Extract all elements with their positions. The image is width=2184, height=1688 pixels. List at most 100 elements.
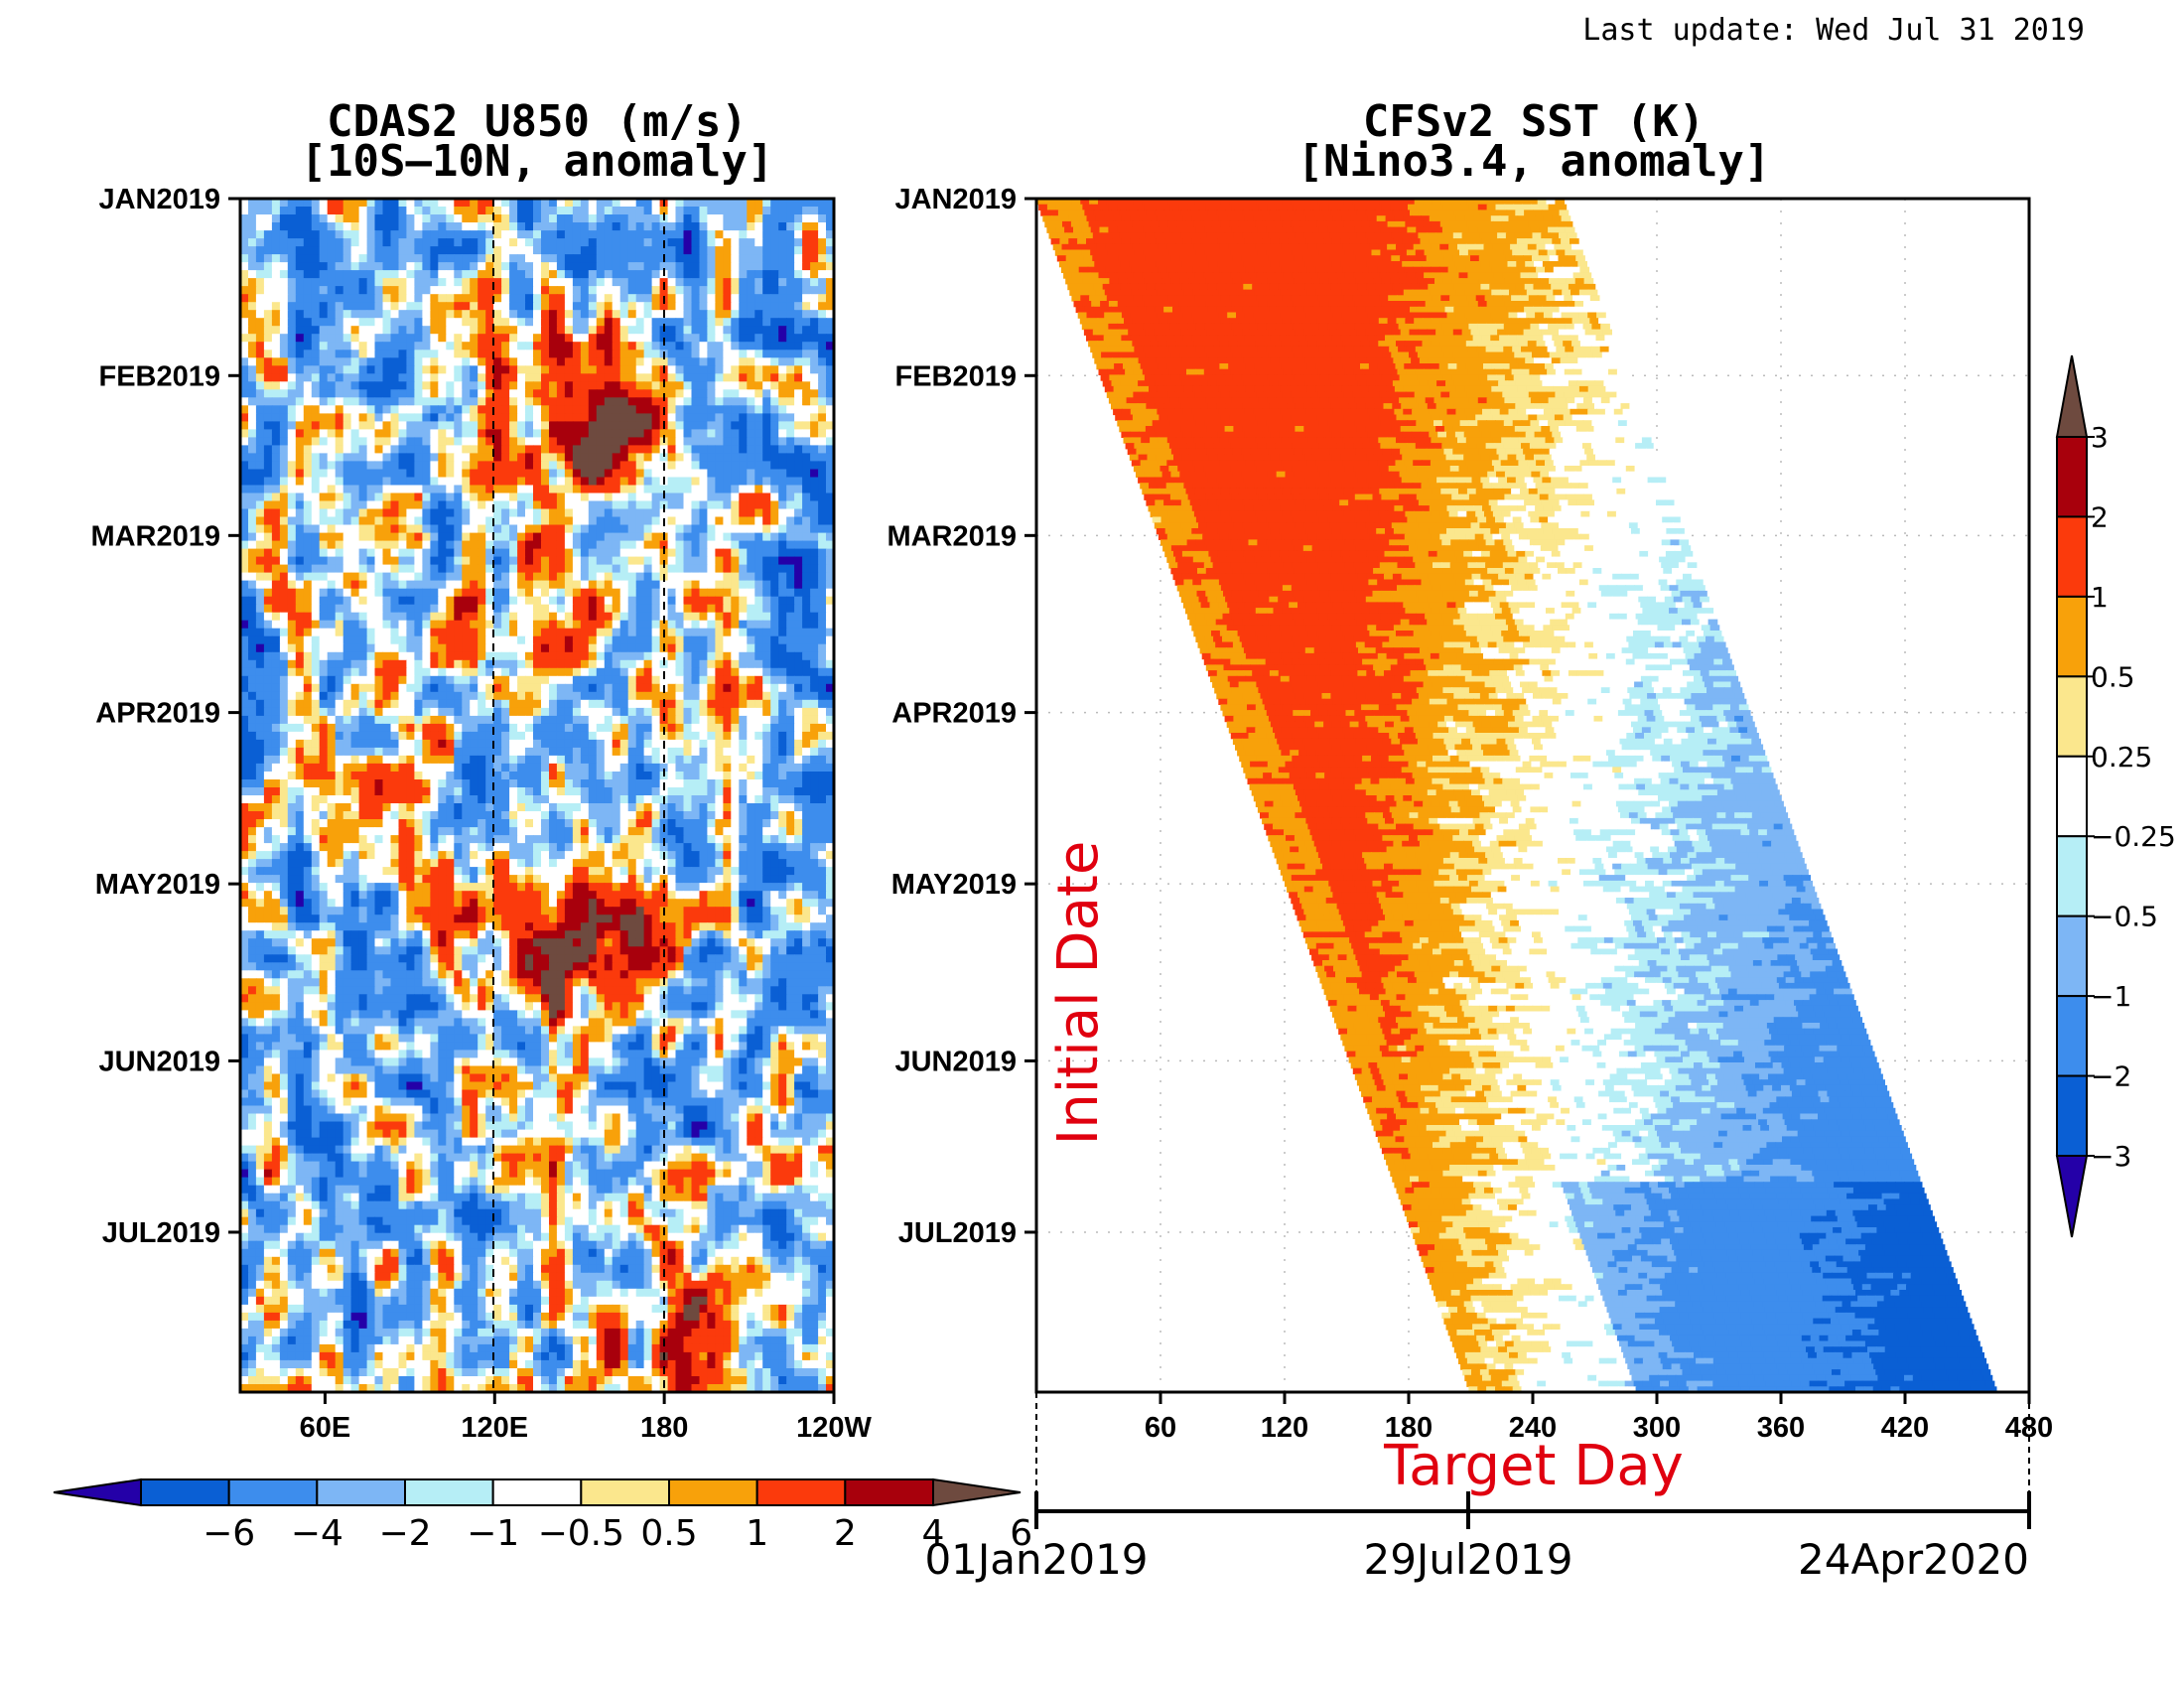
heat-cell <box>739 485 748 494</box>
heat-cell <box>604 683 614 693</box>
heat-cell <box>572 262 582 271</box>
heat-cell <box>406 516 415 526</box>
heat-cell <box>414 365 423 374</box>
heat-cell <box>739 548 748 558</box>
heat-cell <box>556 548 566 558</box>
heat-cell <box>240 540 249 550</box>
heat-cell <box>358 270 368 279</box>
heat-cell <box>446 270 455 279</box>
heat-cell <box>596 381 606 390</box>
heat-cell <box>240 302 249 311</box>
heat-cell <box>659 675 669 685</box>
heat-cell <box>564 588 574 598</box>
heat-cell <box>271 715 281 725</box>
heat-cell <box>422 350 431 358</box>
heat-cell <box>588 715 598 725</box>
heat-cell <box>263 500 273 510</box>
heat-cell <box>802 278 811 287</box>
heat-cell <box>517 596 526 606</box>
heat-cell <box>335 238 344 247</box>
heat-cell <box>731 357 740 366</box>
heat-cell <box>240 222 249 231</box>
heat-cell <box>651 651 661 661</box>
heat-cell <box>342 413 352 422</box>
heat-cell <box>303 508 313 518</box>
heat-cell <box>691 230 701 239</box>
heat-cell <box>556 437 566 446</box>
heat-cell <box>643 532 653 542</box>
heat-cell <box>454 294 463 303</box>
heat-cell <box>747 604 755 614</box>
heat-cell <box>826 651 834 661</box>
heat-cell <box>263 588 273 598</box>
heat-cell <box>675 691 685 701</box>
heat-cell <box>556 604 566 614</box>
heat-cell <box>619 326 629 335</box>
heat-cell <box>430 262 439 271</box>
heat-cell <box>715 278 724 287</box>
heat-cell <box>303 318 313 327</box>
heat-cell <box>818 469 827 479</box>
heat-cell <box>335 532 344 542</box>
heat-cell <box>263 334 273 343</box>
heat-cell <box>342 723 352 733</box>
heat-cell <box>683 596 693 606</box>
heat-cell <box>754 413 763 422</box>
heat-cell <box>739 445 748 454</box>
heat-cell <box>564 604 574 614</box>
heat-cell <box>311 683 321 693</box>
heat-cell <box>731 429 740 438</box>
heat-cell <box>240 667 249 677</box>
heat-cell <box>549 572 558 582</box>
heat-cell <box>572 492 582 502</box>
heat-cell <box>588 453 598 462</box>
heat-cell <box>525 381 534 390</box>
heat-cell <box>311 334 321 343</box>
heat-cell <box>398 238 408 247</box>
heat-cell <box>612 620 621 630</box>
heat-cell <box>295 643 305 653</box>
heat-cell <box>319 580 329 590</box>
heat-cell <box>596 294 606 303</box>
heat-cell <box>525 453 534 462</box>
heat-cell <box>485 635 494 645</box>
heat-cell <box>248 453 257 462</box>
heat-cell <box>358 310 368 319</box>
heat-cell <box>517 540 526 550</box>
heat-cell <box>470 421 478 430</box>
heat-cell <box>627 246 637 255</box>
heat-cell <box>311 199 321 208</box>
heat-cell <box>517 207 526 215</box>
heat-cell <box>723 262 732 271</box>
heat-cell <box>739 667 748 677</box>
heat-cell <box>723 350 732 358</box>
heat-cell <box>533 588 542 598</box>
heat-cell <box>478 397 486 406</box>
heat-cell <box>627 421 637 430</box>
heat-cell <box>493 238 502 247</box>
heat-cell <box>478 254 486 263</box>
heat-cell <box>549 723 558 733</box>
heat-cell <box>619 596 629 606</box>
heat-cell <box>303 230 313 239</box>
heat-cell <box>699 350 709 358</box>
heat-cell <box>747 254 755 263</box>
heat-cell <box>501 572 510 582</box>
heat-cell <box>414 286 423 295</box>
heat-cell <box>454 675 463 685</box>
heat-cell <box>478 723 486 733</box>
heat-cell <box>541 373 550 382</box>
heat-cell <box>627 310 637 319</box>
heat-cell <box>478 691 486 701</box>
heat-cell <box>572 715 582 725</box>
heat-cell <box>794 270 803 279</box>
heat-cell <box>794 405 803 414</box>
heat-cell <box>643 429 653 438</box>
heat-cell <box>588 588 598 598</box>
heat-cell <box>643 683 653 693</box>
heat-cell <box>572 326 582 335</box>
heat-cell <box>478 357 486 366</box>
heat-cell <box>533 548 542 558</box>
heat-cell <box>533 318 542 327</box>
heat-cell <box>525 659 534 669</box>
